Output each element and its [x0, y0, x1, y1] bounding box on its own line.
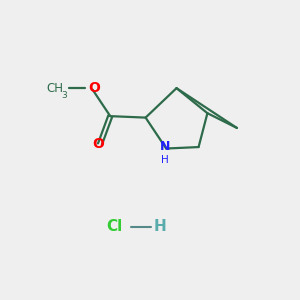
Text: CH: CH — [46, 82, 63, 95]
Text: O: O — [88, 81, 100, 95]
Text: H: H — [154, 219, 167, 234]
Text: N: N — [160, 140, 170, 153]
Text: O: O — [92, 137, 104, 151]
Text: H: H — [161, 155, 169, 165]
Text: Cl: Cl — [106, 219, 123, 234]
Text: 3: 3 — [62, 91, 68, 100]
